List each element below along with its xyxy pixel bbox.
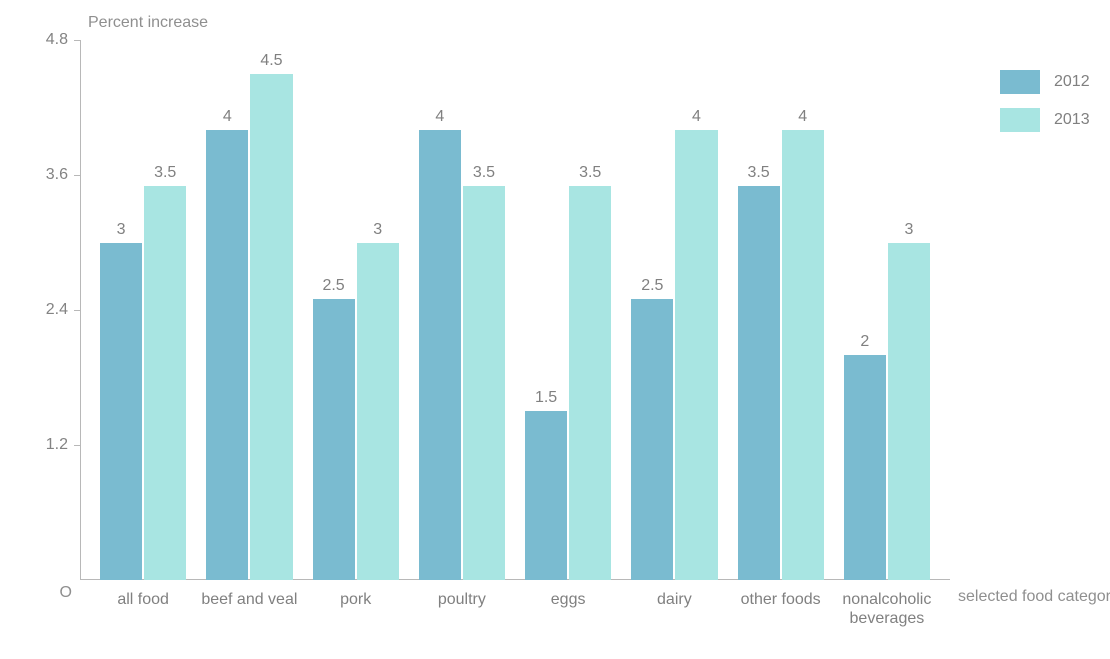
bar-value-label: 3.5 [473, 164, 495, 182]
category-label: all food [90, 580, 196, 609]
bar-2012: 2.5 [631, 299, 673, 580]
bar-value-label: 1.5 [535, 389, 557, 407]
bar-2012: 2 [844, 355, 886, 580]
legend-swatch [1000, 108, 1040, 132]
bar-value-label: 3.5 [579, 164, 601, 182]
origin-label: O [60, 584, 80, 602]
legend: 2012 2013 [1000, 70, 1090, 132]
category-label: poultry [409, 580, 515, 609]
legend-swatch [1000, 70, 1040, 94]
bar-value-label: 3 [373, 221, 382, 239]
bar-2012: 1.5 [525, 411, 567, 580]
bar-2013: 3.5 [144, 186, 186, 580]
bar-2013: 4 [675, 130, 717, 580]
bar-value-label: 2 [860, 333, 869, 351]
bar-value-label: 3 [904, 221, 913, 239]
legend-label: 2012 [1054, 73, 1090, 91]
category-label: other foods [728, 580, 834, 609]
category-label: pork [303, 580, 409, 609]
bar-2013: 3.5 [463, 186, 505, 580]
category-label: nonalcoholic beverages [834, 580, 940, 628]
bar-2012: 3 [100, 243, 142, 581]
legend-label: 2013 [1054, 111, 1090, 129]
y-tick-label: 4.8 [46, 31, 80, 49]
bar-2012: 3.5 [738, 186, 780, 580]
bar-value-label: 4.5 [260, 52, 282, 70]
y-axis-line [80, 40, 81, 580]
y-tick-label: 3.6 [46, 166, 80, 184]
bar-2013: 3 [357, 243, 399, 581]
bar-value-label: 2.5 [641, 277, 663, 295]
y-axis-title: Percent increase [88, 14, 208, 32]
bar-value-label: 2.5 [322, 277, 344, 295]
plot-area: Percent increaseselected food categories… [80, 40, 950, 580]
category-label: dairy [621, 580, 727, 609]
legend-item: 2013 [1000, 108, 1090, 132]
bar-value-label: 4 [223, 108, 232, 126]
bar-2012: 4 [419, 130, 461, 580]
y-tick-label: 2.4 [46, 301, 80, 319]
bar-value-label: 3.5 [154, 164, 176, 182]
legend-item: 2012 [1000, 70, 1090, 94]
bar-value-label: 4 [692, 108, 701, 126]
bar-value-label: 3 [117, 221, 126, 239]
bar-2013: 3 [888, 243, 930, 581]
category-label: eggs [515, 580, 621, 609]
x-axis-title: selected food categories [958, 588, 1110, 606]
bar-2013: 4 [782, 130, 824, 580]
bar-2013: 3.5 [569, 186, 611, 580]
y-tick-label: 1.2 [46, 436, 80, 454]
category-label: beef and veal [196, 580, 302, 609]
bar-2013: 4.5 [250, 74, 292, 580]
bar-chart: Percent increase selected food categories… [0, 0, 1110, 659]
bar-2012: 2.5 [313, 299, 355, 580]
bar-2012: 4 [206, 130, 248, 580]
bar-value-label: 3.5 [747, 164, 769, 182]
bar-value-label: 4 [798, 108, 807, 126]
bar-value-label: 4 [435, 108, 444, 126]
